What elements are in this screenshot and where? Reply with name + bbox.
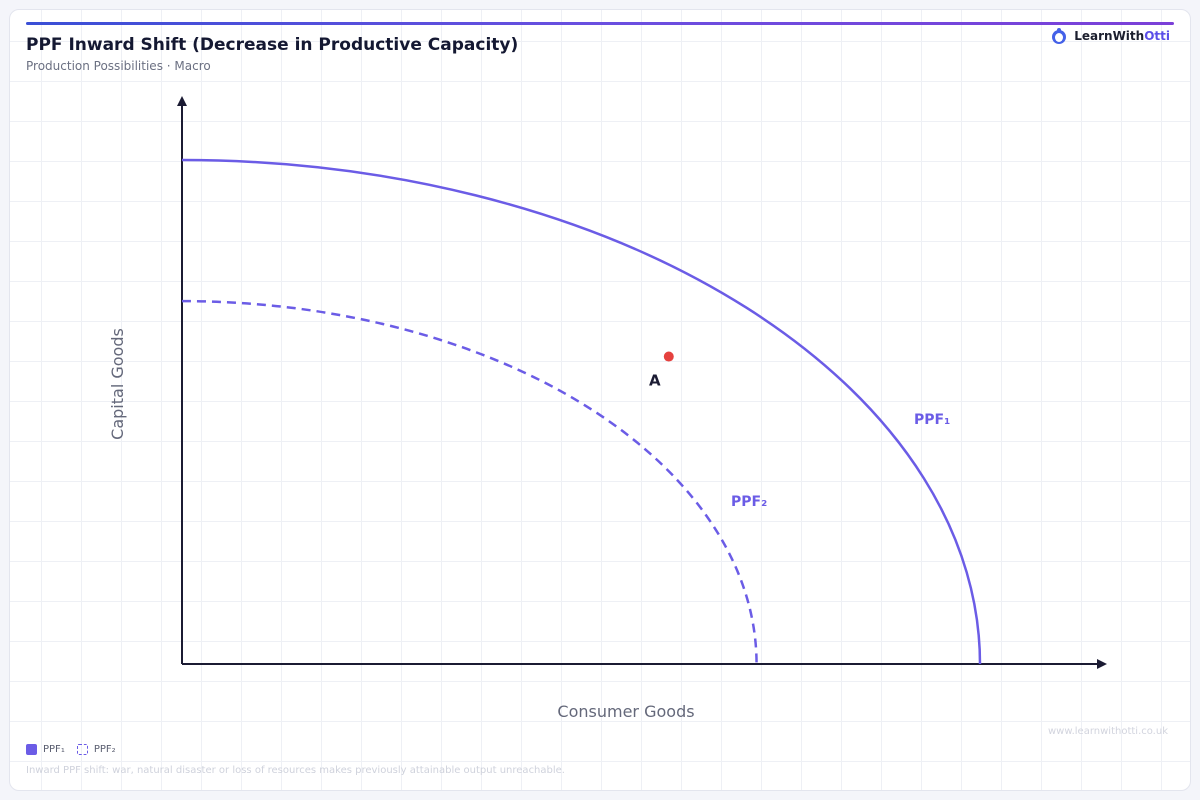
page-title: PPF Inward Shift (Decrease in Productive…	[26, 35, 519, 55]
brand-name: LearnWith	[1074, 29, 1145, 43]
footer-url[interactable]: www.learnwithotti.co.uk	[1047, 726, 1168, 737]
legend-item-ppf2: PPF₂	[93, 744, 116, 755]
background-grid	[10, 10, 1190, 790]
accent-bar	[26, 22, 1174, 25]
page-subtitle: Production Possibilities · Macro	[26, 59, 211, 73]
ppf1-curve	[181, 158, 982, 665]
legend-item-ppf1: PPF₁	[43, 744, 65, 755]
ppf-diagram: A PPF₁ PPF₂ Consumer Goods Capital Goods	[108, 96, 1107, 721]
point-a-marker	[663, 351, 674, 362]
point-a-label: A	[649, 372, 661, 390]
y-axis-label: Capital Goods	[108, 328, 127, 440]
brand-name-accent: Otti	[1144, 29, 1170, 43]
legend-swatch-solid	[26, 744, 37, 755]
brand-logo[interactable]: LearnWithOtti	[1050, 27, 1170, 45]
diagram-card: PPF Inward Shift (Decrease in Productive…	[9, 9, 1191, 791]
x-axis-label: Consumer Goods	[557, 702, 694, 721]
legend: PPF₁ PPF₂	[26, 744, 116, 755]
caption: Inward PPF shift: war, natural disaster …	[26, 765, 565, 776]
otter-logo-icon	[1052, 28, 1067, 44]
legend-swatch-dashed	[76, 744, 88, 755]
ppf2-curve	[181, 299, 758, 665]
ppf1-label: PPF₁	[914, 412, 950, 428]
ppf2-label: PPF₂	[731, 494, 767, 510]
